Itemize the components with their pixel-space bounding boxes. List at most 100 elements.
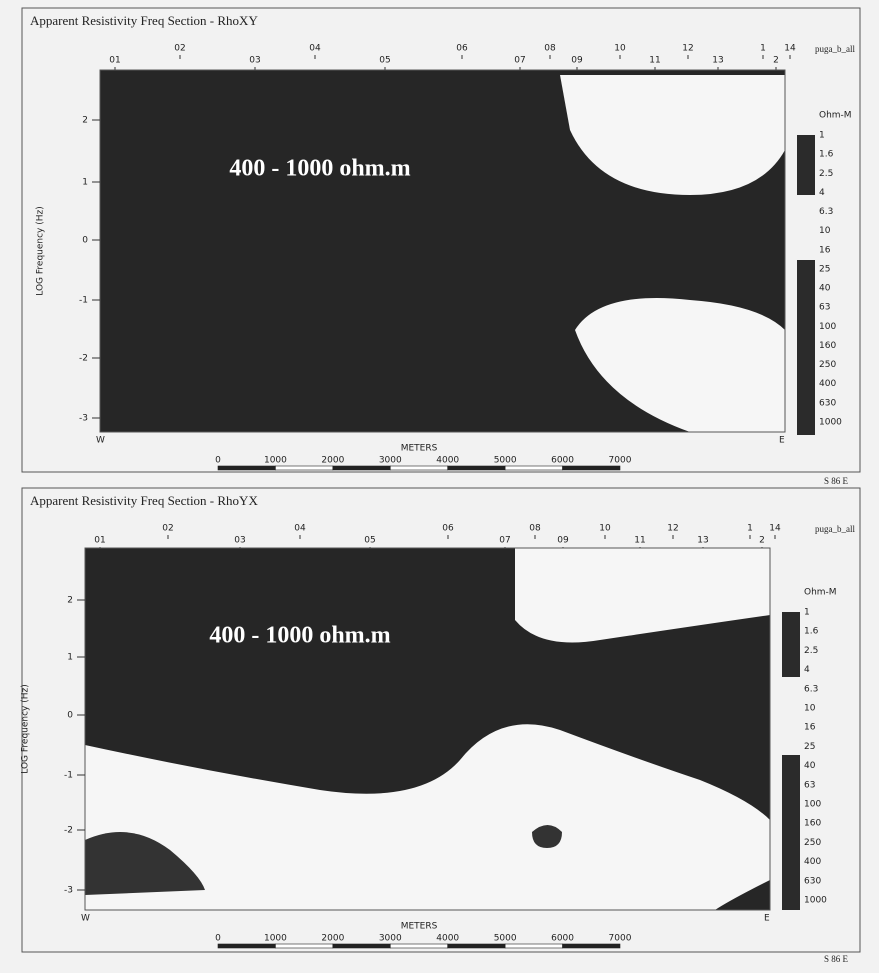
scale-segment: [447, 943, 506, 949]
color-bar: [782, 612, 800, 677]
station-label: 11: [649, 56, 660, 66]
legend-label: 250: [819, 360, 836, 370]
scale-label: 1000: [264, 456, 287, 466]
scale-title: METERS: [401, 444, 438, 454]
station-label: 06: [442, 524, 454, 534]
legend-label: 2.5: [804, 646, 818, 656]
legend-label: 16: [804, 723, 816, 733]
scale-segment: [447, 465, 506, 471]
section-border: [99, 69, 786, 433]
color-bar: [782, 755, 800, 910]
station-label: 08: [529, 524, 541, 534]
y-tick-label: -3: [79, 414, 88, 424]
legend-label: 400: [819, 379, 836, 389]
legend-label: 63: [804, 780, 815, 790]
legend-label: 100: [819, 322, 836, 332]
y-tick-label: 1: [82, 178, 88, 188]
scale-segment: [332, 465, 391, 471]
station-label: 2: [759, 536, 765, 546]
high-resistivity-zone: [515, 548, 770, 643]
scale-segment: [217, 943, 276, 949]
section-border: [84, 547, 771, 911]
station-label: 01: [94, 536, 105, 546]
station-label: 1: [760, 44, 766, 54]
scale-segment: [562, 943, 621, 949]
scale-segment: [504, 465, 563, 471]
station-label: 04: [294, 524, 306, 534]
legend-label: 630: [804, 876, 821, 886]
legend-label: 160: [804, 819, 821, 829]
scale-segment: [275, 943, 334, 949]
legend-label: 1000: [819, 418, 842, 428]
legend-label: 2.5: [819, 169, 833, 179]
legend-label: 250: [804, 838, 821, 848]
panel-frame: [21, 487, 861, 953]
y-tick-label: -2: [64, 826, 73, 836]
legend-label: 1: [819, 131, 825, 141]
annotation: 400 - 1000 ohm.m: [209, 623, 390, 649]
station-label: 03: [234, 536, 245, 546]
station-label: 09: [571, 56, 583, 66]
legend-label: 10: [819, 226, 831, 236]
legend-label: 100: [804, 800, 821, 810]
legend-label: 25: [804, 742, 815, 752]
y-tick-label: -1: [79, 296, 88, 306]
station-label: 02: [174, 44, 185, 54]
legend-label: 40: [804, 761, 816, 771]
station-label: 12: [667, 524, 678, 534]
y-axis-label: LOG Frequency (Hz): [21, 684, 31, 773]
high-resistivity-zone: [575, 298, 785, 432]
legend-label: 4: [819, 188, 825, 198]
station-label: 1: [747, 524, 753, 534]
station-label: 01: [109, 56, 120, 66]
scale-label: 7000: [609, 456, 632, 466]
legend-label: 160: [819, 341, 836, 351]
legend-label: 6.3: [819, 207, 833, 217]
station-label: 02: [162, 524, 173, 534]
low-frequency-zone: [85, 832, 205, 895]
panel-title: Apparent Resistivity Freq Section - RhoX…: [30, 13, 258, 28]
station-label: 12: [682, 44, 693, 54]
high-resistivity-zone: [560, 75, 785, 195]
scale-label: 6000: [551, 456, 574, 466]
scale-label: 7000: [609, 934, 632, 944]
west-label: W: [96, 436, 105, 446]
station-label: 05: [364, 536, 375, 546]
legend-label: 16: [819, 245, 831, 255]
y-tick-label: -3: [64, 886, 73, 896]
station-label: 08: [544, 44, 556, 54]
station-label: 07: [514, 56, 525, 66]
station-label: 14: [769, 524, 781, 534]
east-label: E: [779, 436, 785, 446]
legend-label: 1: [804, 608, 810, 618]
scale-segment: [332, 943, 391, 949]
station-label: 09: [557, 536, 569, 546]
legend-label: 1000: [804, 896, 827, 906]
scale-label: 0: [215, 456, 221, 466]
scale-segment: [275, 465, 334, 471]
y-tick-label: 2: [82, 116, 88, 126]
color-bar: [797, 135, 815, 195]
legend-label: 4: [804, 665, 810, 675]
scale-segment: [562, 465, 621, 471]
station-label: 03: [249, 56, 260, 66]
y-tick-label: 0: [82, 236, 88, 246]
legend-label: 1.6: [804, 627, 819, 637]
scale-label: 4000: [436, 456, 459, 466]
y-axis-label: LOG Frequency (Hz): [36, 206, 46, 295]
station-label: 13: [697, 536, 708, 546]
azimuth: S 86 E: [824, 954, 849, 964]
scale-label: 6000: [551, 934, 574, 944]
legend-title: Ohm-M: [819, 111, 852, 121]
station-label: 13: [712, 56, 723, 66]
station-label: 11: [634, 536, 645, 546]
scale-label: 1000: [264, 934, 287, 944]
station-label: 05: [379, 56, 390, 66]
panel-title: Apparent Resistivity Freq Section - RhoY…: [30, 493, 258, 508]
panel-frame: [21, 7, 861, 473]
legend-title: Ohm-M: [804, 588, 837, 598]
legend-label: 400: [804, 857, 821, 867]
station-label: 04: [309, 44, 321, 54]
scale-segment: [504, 943, 563, 949]
legend-label: 25: [819, 264, 830, 274]
